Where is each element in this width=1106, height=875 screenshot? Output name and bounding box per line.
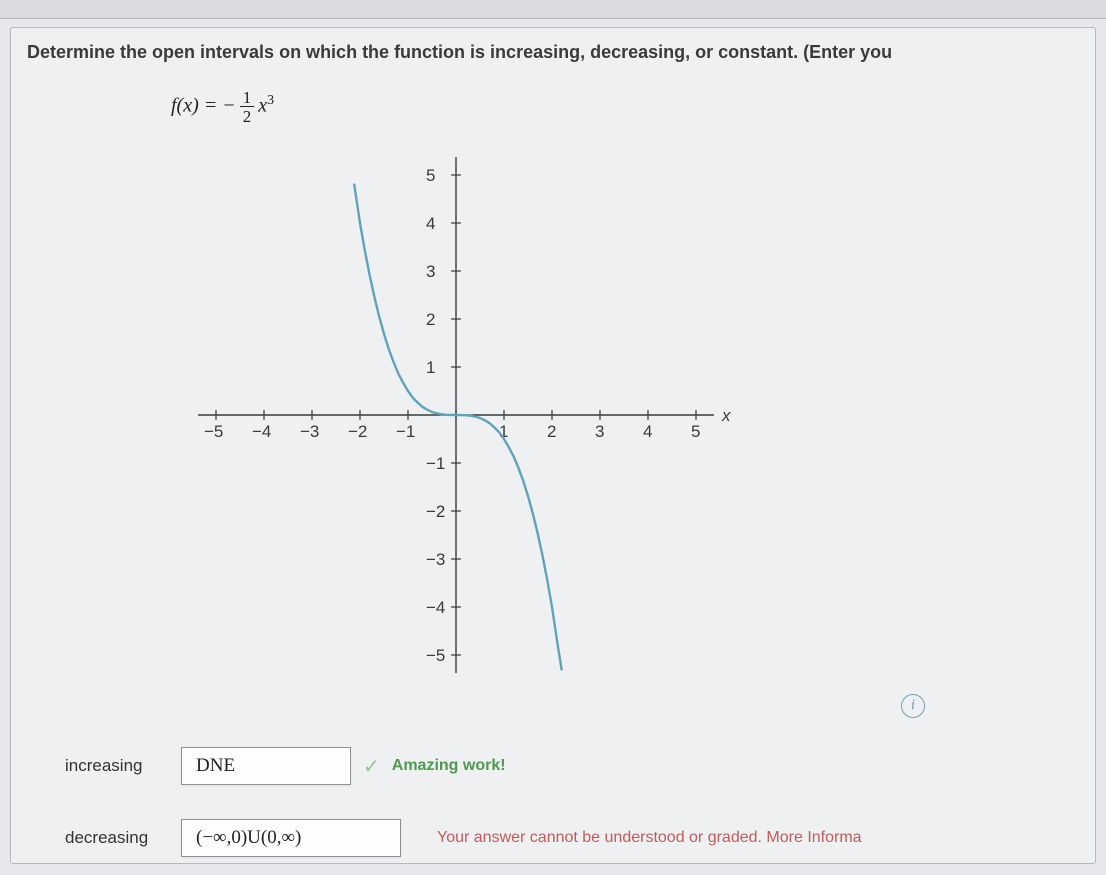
question-text: Determine the open intervals on which th… bbox=[11, 28, 1095, 63]
feedback-text: Your answer cannot be understood or grad… bbox=[437, 829, 862, 847]
svg-text:2: 2 bbox=[426, 310, 435, 329]
graph-plot: y−5−4−3−2−112345−5−4−3−2−112345x bbox=[176, 155, 776, 685]
formula-var: x bbox=[258, 95, 267, 117]
answer-label: decreasing bbox=[65, 828, 181, 848]
increasing-input[interactable]: DNE bbox=[181, 747, 351, 785]
svg-text:2: 2 bbox=[547, 422, 556, 441]
answer-label: increasing bbox=[65, 756, 181, 776]
svg-text:−1: −1 bbox=[426, 454, 445, 473]
decreasing-input[interactable]: (−∞,0)U(0,∞) bbox=[181, 819, 401, 857]
info-icon[interactable]: i bbox=[901, 694, 925, 718]
svg-text:−3: −3 bbox=[300, 422, 319, 441]
formula-denominator: 2 bbox=[240, 107, 255, 125]
svg-text:5: 5 bbox=[691, 422, 700, 441]
window-top-strip bbox=[0, 0, 1106, 19]
formula-neg: − bbox=[222, 95, 236, 117]
svg-text:−2: −2 bbox=[426, 502, 445, 521]
svg-text:4: 4 bbox=[643, 422, 652, 441]
feedback-msg: Your answer cannot be understood or grad… bbox=[437, 829, 862, 846]
svg-text:4: 4 bbox=[426, 214, 435, 233]
svg-text:−4: −4 bbox=[426, 598, 445, 617]
answer-row-increasing: increasing DNE ✓ Amazing work! bbox=[65, 747, 1095, 785]
check-icon: ✓ bbox=[363, 754, 380, 779]
formula-numerator: 1 bbox=[240, 89, 255, 107]
formula-exponent: 3 bbox=[267, 93, 274, 108]
svg-text:5: 5 bbox=[426, 166, 435, 185]
question-card: Determine the open intervals on which th… bbox=[10, 27, 1096, 864]
svg-text:−4: −4 bbox=[252, 422, 271, 441]
svg-text:1: 1 bbox=[426, 358, 435, 377]
svg-text:x: x bbox=[721, 406, 731, 425]
function-formula: f(x) = −12x3 bbox=[11, 63, 1095, 125]
svg-text:3: 3 bbox=[426, 262, 435, 281]
svg-text:−3: −3 bbox=[426, 550, 445, 569]
svg-text:−1: −1 bbox=[396, 422, 415, 441]
answer-section: increasing DNE ✓ Amazing work! decreasin… bbox=[65, 747, 1095, 857]
answer-row-decreasing: decreasing (−∞,0)U(0,∞) Your answer cann… bbox=[65, 819, 1095, 857]
feedback-text: Amazing work! bbox=[392, 757, 506, 775]
formula-lhs: f(x) = bbox=[171, 95, 222, 117]
formula-fraction: 12 bbox=[240, 89, 255, 125]
svg-text:−5: −5 bbox=[204, 422, 223, 441]
graph-svg: y−5−4−3−2−112345−5−4−3−2−112345x bbox=[176, 155, 776, 685]
svg-text:−5: −5 bbox=[426, 646, 445, 665]
svg-text:3: 3 bbox=[595, 422, 604, 441]
svg-text:−2: −2 bbox=[348, 422, 367, 441]
